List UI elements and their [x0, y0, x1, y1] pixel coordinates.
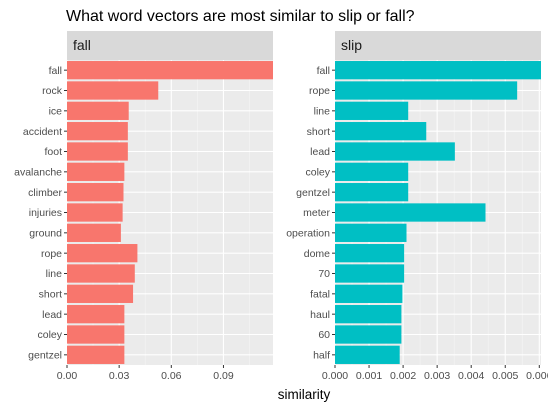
- y-tick-label: dome: [304, 248, 330, 260]
- bar-slip-rope: [335, 81, 518, 100]
- bar-slip-fatal: [335, 284, 403, 303]
- x-tick-label: 0.001: [356, 370, 382, 382]
- bar-slip-haul: [335, 305, 402, 324]
- y-tick-label: meter: [303, 207, 330, 219]
- y-tick-label: haul: [310, 309, 330, 321]
- bar-slip-dome: [335, 244, 405, 263]
- x-tick-label: 0.004: [458, 370, 484, 382]
- facet-strip: [335, 31, 541, 60]
- y-tick-label: injuries: [29, 207, 62, 219]
- bar-fall-injuries: [67, 203, 123, 222]
- y-tick-label: 70: [318, 268, 330, 280]
- y-tick-label: lead: [42, 309, 62, 321]
- x-tick-label: 0.006: [526, 370, 548, 382]
- facet-fall: fall fall rock ice accident foot avalanche clim…: [14, 31, 273, 382]
- y-tick-label: short: [307, 126, 330, 138]
- facet-strip: [67, 31, 273, 60]
- y-tick-label: avalanche: [14, 167, 62, 179]
- bar-fall-rock: [67, 81, 159, 100]
- y-tick-label: rope: [41, 248, 62, 260]
- x-tick-label: 0.03: [109, 370, 130, 382]
- y-tick-label: 60: [318, 329, 330, 341]
- y-tick-label: coley: [37, 329, 62, 341]
- bar-slip-coley: [335, 162, 409, 181]
- y-tick-label: coley: [305, 167, 330, 179]
- facet-strip-label: slip: [341, 37, 362, 53]
- y-tick-label: climber: [28, 187, 62, 199]
- bar-slip-fall: [335, 61, 541, 80]
- bar-slip-70: [335, 264, 405, 283]
- y-tick-label: ground: [29, 228, 62, 240]
- bar-slip-operation: [335, 223, 407, 242]
- y-tick-label: fall: [317, 65, 330, 77]
- y-tick-label: ice: [49, 106, 63, 118]
- bar-fall-rope: [67, 244, 138, 263]
- x-axis-title: similarity: [278, 387, 331, 402]
- bar-slip-60: [335, 325, 402, 344]
- bar-slip-gentzel: [335, 183, 409, 202]
- bar-fall-foot: [67, 142, 128, 161]
- bar-fall-coley: [67, 325, 125, 344]
- bar-fall-line: [67, 264, 135, 283]
- bar-fall-fall: [67, 61, 273, 80]
- chart-title: What word vectors are most similar to sl…: [66, 8, 415, 25]
- y-tick-label: lead: [310, 146, 330, 158]
- bar-fall-ground: [67, 223, 121, 242]
- bar-fall-short: [67, 284, 134, 303]
- bar-slip-short: [335, 122, 427, 141]
- x-tick-label: 0.000: [322, 370, 348, 382]
- bar-slip-line: [335, 101, 409, 120]
- y-tick-label: foot: [44, 146, 62, 158]
- y-tick-label: line: [46, 268, 63, 280]
- bar-fall-climber: [67, 183, 124, 202]
- x-tick-label: 0.06: [161, 370, 182, 382]
- facet-strip-label: fall: [73, 37, 91, 53]
- y-tick-label: rope: [309, 85, 330, 97]
- y-tick-label: accident: [23, 126, 62, 138]
- bar-fall-gentzel: [67, 345, 125, 364]
- bar-fall-accident: [67, 122, 128, 141]
- y-tick-label: gentzel: [296, 187, 330, 199]
- x-tick-label: 0.00: [57, 370, 78, 382]
- facet-panels: fall fall rock ice accident foot avalanche clim…: [14, 31, 548, 382]
- y-tick-label: fall: [49, 65, 62, 77]
- y-tick-label: fatal: [310, 289, 330, 301]
- bar-fall-avalanche: [67, 162, 125, 181]
- bar-fall-ice: [67, 101, 129, 120]
- bar-fall-lead: [67, 305, 125, 324]
- x-tick-label: 0.09: [213, 370, 234, 382]
- bar-slip-meter: [335, 203, 486, 222]
- y-tick-label: line: [314, 106, 331, 118]
- y-tick-label: half: [313, 350, 330, 362]
- x-tick-label: 0.005: [492, 370, 518, 382]
- bar-slip-half: [335, 345, 400, 364]
- facet-slip: slip fall rope line short lead coley gentzel met…: [286, 31, 548, 382]
- x-tick-label: 0.002: [390, 370, 416, 382]
- y-tick-label: gentzel: [28, 350, 62, 362]
- bar-slip-lead: [335, 142, 455, 161]
- y-tick-label: rock: [42, 85, 63, 97]
- x-tick-label: 0.003: [424, 370, 450, 382]
- y-tick-label: short: [39, 289, 62, 301]
- y-tick-label: operation: [286, 228, 330, 240]
